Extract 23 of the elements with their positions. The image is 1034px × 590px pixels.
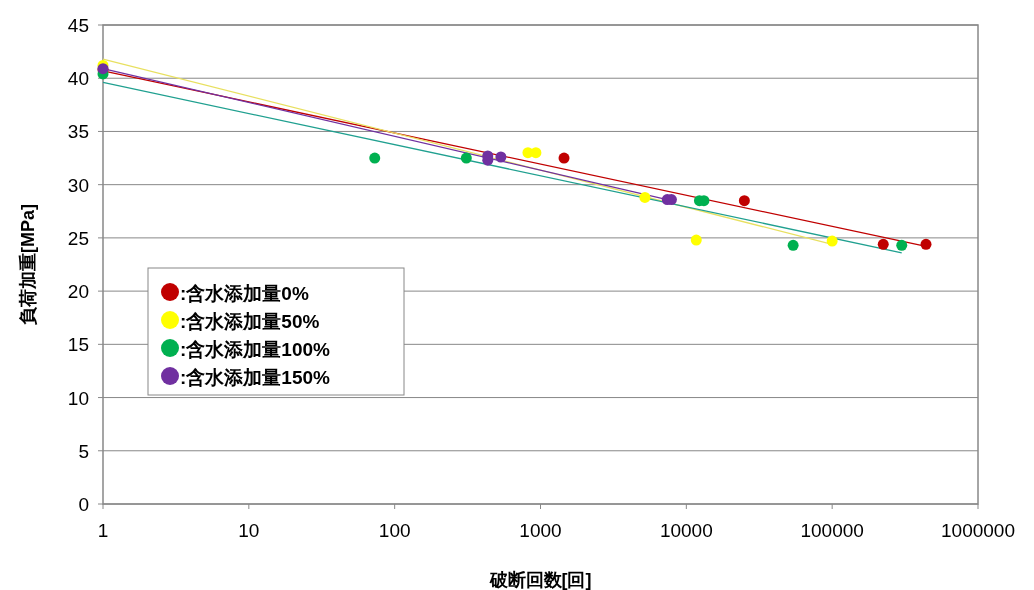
y-tick-label: 40: [67, 68, 89, 90]
x-tick-label: 1000000: [941, 520, 1015, 541]
legend-label: :含水添加量50%: [180, 311, 320, 332]
legend-label: :含水添加量150%: [180, 367, 331, 388]
y-tick-label: 45: [67, 15, 89, 36]
y-tick-label: 35: [67, 121, 89, 143]
y-tick-label: 0: [78, 494, 89, 515]
legend-label: :含水添加量100%: [180, 339, 331, 360]
x-axis-title: 破断回数[回]: [488, 570, 592, 590]
x-tick-label: 1: [97, 520, 109, 541]
y-tick-label: 25: [67, 227, 89, 249]
y-tick-label: 5: [78, 440, 89, 462]
legend-label: :含水添加量0%: [180, 283, 309, 304]
y-axis-title: 負荷加重[MPa]: [18, 204, 38, 325]
x-tick-label: 100: [378, 520, 411, 541]
y-tick-label: 15: [67, 334, 89, 356]
y-tick-label: 20: [67, 281, 89, 303]
x-tick-label: 100000: [800, 520, 864, 541]
x-tick-label: 10000: [659, 520, 713, 541]
x-tick-label: 10: [238, 520, 260, 541]
x-tick-label: 1000: [519, 520, 562, 541]
y-tick-label: 10: [67, 387, 89, 409]
y-tick-label: 30: [67, 174, 89, 196]
